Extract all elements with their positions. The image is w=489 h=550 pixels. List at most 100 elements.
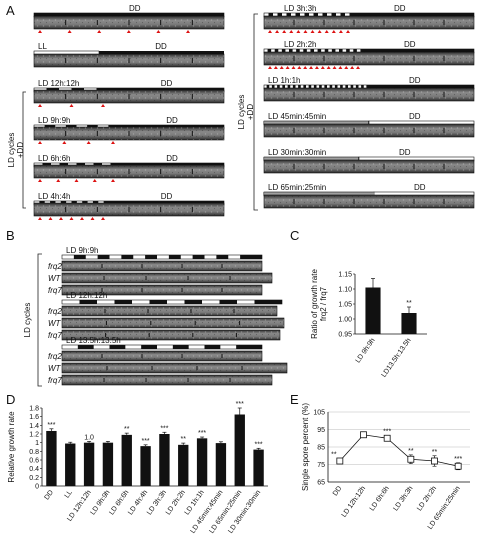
race-tube: [61, 305, 278, 317]
series-line: [339, 434, 459, 467]
row-dark-label: DD: [409, 112, 421, 121]
strain-label: frq2: [48, 262, 62, 271]
race-tube: [263, 87, 475, 102]
panel-a: A DD LL DD LD 12h:12h DD LD 9h:9h DD LD 6h:6h DD…: [6, 3, 475, 220]
peak-marker: [338, 30, 343, 33]
y-tick-label: 75: [317, 462, 325, 469]
x-tick-label: LD 2h:2h: [416, 485, 438, 512]
dark-phase: [97, 255, 110, 259]
bar: [46, 430, 57, 486]
bar: [178, 444, 189, 486]
dark-phase: [236, 345, 252, 349]
dark-phase: [274, 49, 279, 53]
side-label-line: LD cycles: [7, 133, 16, 168]
dark-phase: [254, 300, 272, 304]
peak-marker: [273, 66, 278, 69]
strain-label: WT: [48, 364, 62, 373]
peak-marker: [111, 179, 115, 182]
dark-phase: [331, 49, 336, 53]
panel-a-right-side-label: LD cycles+DD: [237, 13, 258, 211]
y-tick-label: 65: [317, 480, 325, 487]
strain-label: frq2: [48, 307, 62, 316]
x-tick-label: DD: [44, 489, 56, 501]
dark-phase: [240, 255, 252, 259]
row-dark-label: DD: [409, 76, 421, 85]
significance-label: **: [406, 300, 412, 307]
peak-marker: [59, 217, 63, 220]
race-tube: [33, 164, 225, 179]
panel-a-left-side-label: LD cycles+DD: [7, 91, 26, 209]
peak-marker: [356, 66, 360, 69]
y-tick-label: 0.95: [338, 332, 352, 339]
peak-marker: [314, 66, 319, 69]
x-tick-label: LD 12h:12h: [341, 485, 368, 519]
peak-marker: [48, 217, 53, 220]
peak-marker: [289, 30, 294, 33]
row-light-label: LD 30min:30min: [268, 148, 326, 157]
peak-marker: [279, 66, 284, 69]
y-axis-label: Single spore percent (%): [301, 403, 310, 491]
peak-marker: [74, 179, 79, 182]
peak-marker: [303, 30, 308, 33]
race-tube: [33, 15, 225, 30]
x-tick-label: LL: [64, 489, 74, 499]
panel-b-group: LD 12h:12h frq2 WT frq7: [48, 291, 285, 341]
row-light-label: LD 2h:2h: [284, 40, 316, 49]
race-tube: [33, 53, 225, 68]
data-point: [360, 431, 367, 439]
significance-label: **: [408, 448, 414, 455]
peak-marker: [156, 30, 161, 33]
panel-c: C 0.95 1.00 1.05 1.10 1.15 Ratio of growth ra…: [290, 228, 427, 379]
dark-phase: [114, 300, 132, 304]
row-light-label: LD 1h:1h: [268, 76, 300, 85]
dark-phase: [149, 300, 167, 304]
peak-marker: [332, 66, 337, 69]
tube-texture: [264, 52, 474, 65]
light-cycle-bar: [61, 344, 263, 350]
race-tube: [61, 374, 273, 386]
dark-phase: [73, 255, 86, 259]
side-label-line1: LD cycles+DD: [7, 133, 25, 168]
peak-marker: [350, 66, 355, 69]
panel-a-row: LD 3h:3h DD: [263, 4, 475, 33]
dark-phase: [340, 13, 345, 17]
y-tick-label: 1.05: [338, 302, 352, 309]
tube-texture: [264, 88, 474, 101]
panel-letter-e: E: [290, 392, 299, 407]
y-tick-label: 1.00: [338, 317, 352, 324]
group-title: LD 9h:9h: [66, 246, 98, 255]
dark-phase: [141, 345, 157, 349]
dark-phase: [313, 13, 318, 17]
peak-marker: [268, 30, 272, 33]
significance-label: **: [331, 451, 337, 458]
y-axis-label: Ratio of growth rate: [310, 269, 319, 339]
y-tick-label: 1.2: [29, 432, 39, 439]
bar: [140, 446, 151, 486]
row-dark-label: DD: [404, 40, 416, 49]
panel-a-row: LL DD: [33, 42, 225, 68]
panel-a-row: LD 4h:4h DD: [33, 192, 225, 220]
dark-phase: [192, 255, 205, 259]
y-tick-label: 1.6: [29, 414, 39, 421]
dark-phase: [298, 85, 301, 89]
peak-marker: [338, 66, 343, 69]
dark-phase: [308, 85, 312, 89]
significance-label: ***: [454, 456, 462, 463]
light-cycle-bar: [61, 254, 263, 260]
row-dark-label: DD: [414, 183, 426, 192]
x-tick-label: LD 3h:3h: [392, 485, 414, 512]
y-tick-label: 1.10: [338, 287, 352, 294]
dark-phase: [287, 85, 291, 89]
peak-marker: [346, 30, 350, 33]
race-tube: [263, 51, 475, 66]
significance-label: **: [432, 449, 438, 456]
peak-marker: [291, 66, 296, 69]
race-tube: [61, 329, 281, 341]
peak-marker: [38, 30, 42, 33]
dark-phase: [216, 255, 229, 259]
significance-label: ***: [254, 441, 262, 448]
